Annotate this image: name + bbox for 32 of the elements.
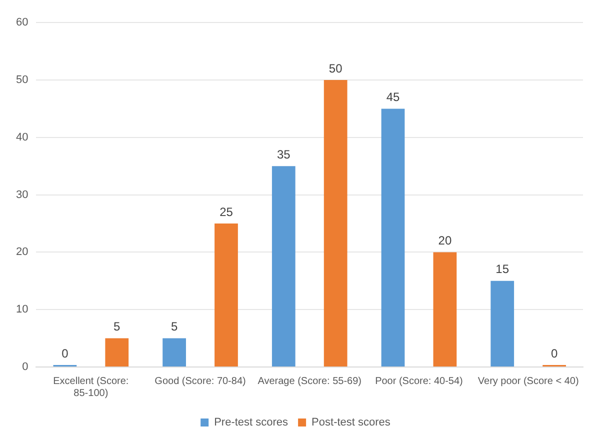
bar	[324, 80, 348, 366]
bar	[272, 166, 296, 366]
x-tick-label: Good (Score: 70-84)	[154, 376, 246, 387]
data-label: 45	[386, 90, 400, 104]
data-label: 15	[496, 262, 510, 276]
y-tick-label: 30	[16, 188, 28, 201]
y-tick-label: 20	[16, 246, 28, 258]
bar	[381, 108, 405, 366]
y-tick-label: 50	[16, 74, 28, 86]
data-label: 0	[62, 346, 69, 360]
legend-label: Post-test scores	[312, 416, 391, 429]
y-tick-label: 10	[16, 304, 28, 316]
data-label: 5	[114, 320, 121, 334]
x-tick-label: Excellent (Score: 85-100)	[53, 376, 129, 399]
bar	[214, 224, 238, 366]
data-label: 5	[170, 320, 178, 334]
y-tick-label: 0	[22, 361, 28, 374]
data-label: 20	[438, 234, 452, 248]
x-tick-label: Average (Score: 55-69)	[258, 376, 362, 387]
data-label: 35	[276, 147, 291, 162]
x-tick-label: Very poor (Score < 40)	[478, 376, 579, 387]
y-tick-label: 60	[16, 16, 28, 29]
bar	[162, 338, 186, 366]
bar	[490, 280, 514, 366]
y-tick-label: 40	[16, 131, 28, 144]
data-label: 50	[328, 61, 343, 76]
x-tick-label: Poor (Score: 40-54)	[375, 376, 463, 387]
data-label: 25	[220, 204, 234, 219]
data-label: 0	[550, 346, 558, 360]
bar	[105, 338, 129, 366]
bar	[433, 252, 457, 366]
legend-label: Pre-test scores	[214, 416, 289, 429]
